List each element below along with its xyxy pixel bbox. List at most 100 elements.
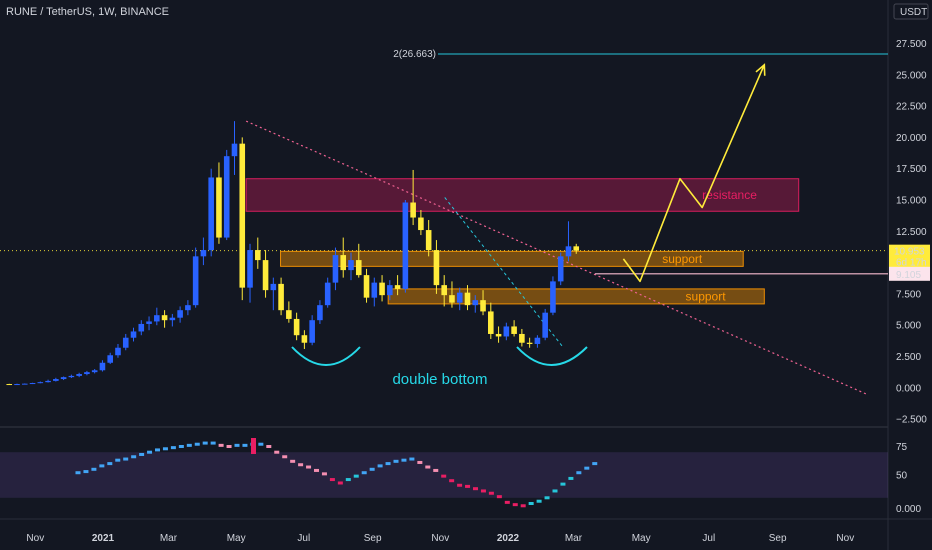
dashed-guide-line xyxy=(444,197,564,349)
candle-body xyxy=(557,256,564,282)
candle-body xyxy=(6,384,13,386)
y-tick-label: 15.000 xyxy=(896,196,927,207)
candle-body xyxy=(37,382,44,384)
candle-body xyxy=(84,372,90,375)
candle-body xyxy=(208,177,214,251)
oscillator-point xyxy=(520,504,526,508)
y-tick-label: 25.000 xyxy=(896,70,927,81)
candle-body xyxy=(76,374,82,376)
candle-body xyxy=(309,320,315,343)
candle-body xyxy=(573,246,580,251)
oscillator-point xyxy=(131,455,137,459)
candle-body xyxy=(363,275,370,298)
candle-body xyxy=(464,292,471,306)
oscillator-point xyxy=(592,462,598,466)
oscillator-point xyxy=(186,443,192,447)
support-lower-label: support xyxy=(686,289,727,303)
candle-body xyxy=(122,337,129,348)
candle-body xyxy=(177,310,183,318)
oscillator-point xyxy=(290,459,296,463)
oscillator-point xyxy=(528,502,534,505)
symbol-title: RUNE / TetherUS, 1W, BINANCE xyxy=(6,6,170,18)
x-tick-label: Mar xyxy=(565,533,583,544)
candle-body xyxy=(216,177,222,238)
candle-body xyxy=(169,317,176,321)
double-bottom-arc-left xyxy=(291,346,361,366)
oscillator-point xyxy=(210,441,216,445)
candle-body xyxy=(99,362,106,371)
oscillator-point xyxy=(170,446,176,450)
oscillator-point xyxy=(401,458,407,462)
oscillator-point xyxy=(234,443,240,447)
oscillator-point xyxy=(337,481,343,485)
y-tick-label: 5.000 xyxy=(896,321,921,332)
candle-body xyxy=(130,331,137,338)
candle-body xyxy=(247,250,253,288)
oscillator-point xyxy=(274,450,280,454)
oscillator-point xyxy=(242,443,248,447)
candle-body xyxy=(301,335,308,343)
oscillator-point xyxy=(321,472,327,476)
oscillator-point xyxy=(552,489,558,493)
y-tick-label: 20.000 xyxy=(896,133,927,144)
candle-body xyxy=(480,300,486,312)
oscillator-point xyxy=(417,460,423,464)
candle-body xyxy=(286,310,292,319)
oscillator-point xyxy=(91,467,97,471)
currency-box xyxy=(893,3,929,20)
candle-countdown: 6d 17h xyxy=(896,258,927,269)
x-tick-label: May xyxy=(227,533,246,544)
oscillator-point xyxy=(465,484,471,488)
candle-body xyxy=(107,355,114,363)
candle-body xyxy=(534,337,541,344)
y-tick-label: 17.500 xyxy=(896,164,927,175)
oscillator-point xyxy=(258,442,264,446)
current-price-value: 10.953 xyxy=(894,247,925,258)
x-tick-label: 2022 xyxy=(497,533,520,544)
oscillator-point xyxy=(568,476,574,480)
double-bottom-label: double bottom xyxy=(392,371,487,388)
oscillator-point xyxy=(202,441,208,445)
oscillator-point xyxy=(409,457,415,461)
candle-body xyxy=(60,377,67,380)
x-tick-label: Mar xyxy=(160,533,178,544)
support-upper-zone xyxy=(280,250,744,267)
oscillator-point xyxy=(425,465,431,469)
candle-body xyxy=(565,246,572,257)
oscillator-point xyxy=(560,482,566,486)
oscillator-point xyxy=(75,471,81,475)
double-bottom-arc-right xyxy=(516,346,588,366)
candle-body xyxy=(495,333,502,337)
y-tick-label: 7.500 xyxy=(896,289,921,300)
candle-body xyxy=(433,250,440,286)
candle-body xyxy=(115,347,121,356)
projection-arrowhead xyxy=(755,63,766,76)
oscillator-point xyxy=(99,464,105,468)
oscillator-point xyxy=(449,479,455,483)
oscillator-point xyxy=(369,467,375,471)
candle-body xyxy=(68,375,75,378)
oscillator-point xyxy=(178,445,184,448)
support-price-value: 9.105 xyxy=(896,270,921,281)
candle-body xyxy=(355,260,362,276)
candle-body xyxy=(185,305,191,311)
y-tick-label: 22.500 xyxy=(896,102,927,113)
candle-body xyxy=(154,315,160,322)
candle-body xyxy=(441,285,447,296)
oscillator-point xyxy=(194,442,200,446)
resistance-zone xyxy=(245,178,800,212)
candle-body xyxy=(138,323,145,332)
oscillator-point xyxy=(473,487,478,491)
oscillator-point xyxy=(496,495,502,499)
candle-body xyxy=(511,326,517,334)
oscillator-point xyxy=(147,450,153,454)
oscillator-point xyxy=(536,499,542,503)
candle-body xyxy=(200,250,207,257)
oscillator-point xyxy=(345,478,351,482)
candle-body xyxy=(231,143,238,157)
candle-body xyxy=(293,318,300,336)
support-upper-label: support xyxy=(662,252,703,266)
oscillator-tick-label: 75 xyxy=(896,442,908,453)
